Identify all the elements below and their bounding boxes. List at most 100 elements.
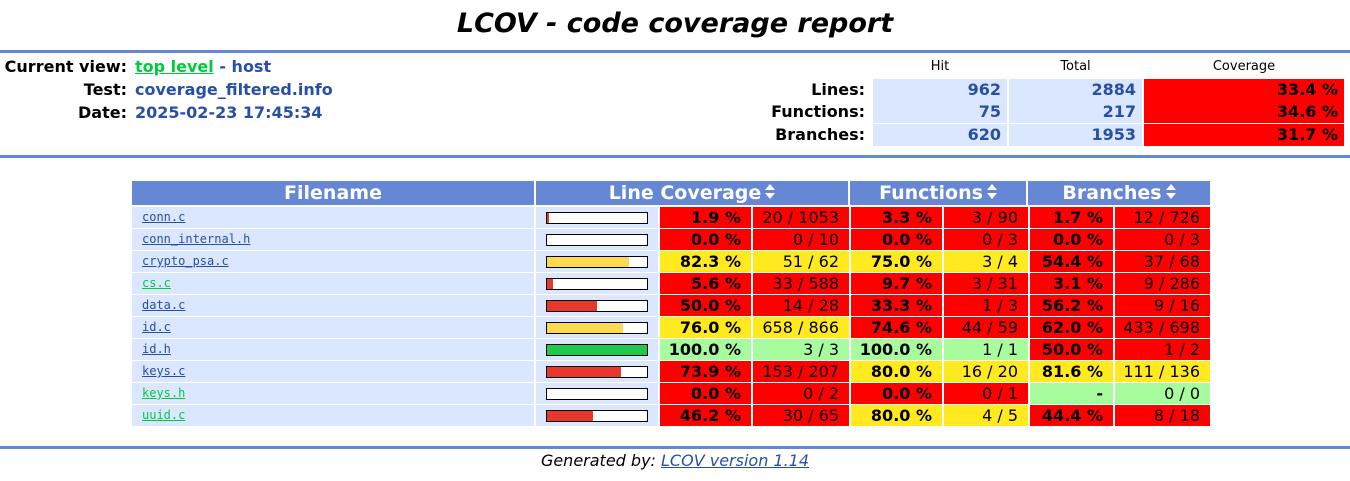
test-label: Test: bbox=[83, 80, 127, 99]
coverage-bar bbox=[546, 234, 648, 246]
coverage-bar-fill bbox=[547, 323, 623, 333]
sort-icon[interactable] bbox=[1165, 184, 1176, 200]
functions-header[interactable]: Functions bbox=[850, 181, 1026, 205]
table-row: id.c 76.0 % 658 / 866 74.6 % 44 / 59 62.0 % 43… bbox=[132, 317, 1210, 338]
coverage-bar-fill bbox=[547, 411, 593, 421]
file-link[interactable]: id.h bbox=[142, 342, 171, 356]
file-cell: crypto_psa.c bbox=[132, 251, 534, 272]
branches-count: 12 / 726 bbox=[1115, 207, 1210, 228]
file-cell: id.c bbox=[132, 317, 534, 338]
branches-percent: 3.1 % bbox=[1030, 273, 1113, 294]
functions-count: 1 / 1 bbox=[944, 339, 1028, 360]
page-title: LCOV - code coverage report bbox=[456, 8, 894, 39]
top-level-link[interactable]: top level bbox=[135, 57, 214, 76]
coverage-bar-fill bbox=[547, 279, 553, 289]
summary-total: 2884 bbox=[1009, 79, 1142, 101]
summary-col-hit: Hit bbox=[930, 59, 950, 74]
line-coverage-count: 30 / 65 bbox=[753, 405, 849, 426]
branches-count: 0 / 3 bbox=[1115, 229, 1210, 250]
file-link[interactable]: uuid.c bbox=[142, 408, 186, 422]
file-link[interactable]: keys.h bbox=[142, 386, 186, 400]
footer-prefix: Generated by: bbox=[540, 451, 662, 470]
line-coverage-count: 14 / 28 bbox=[753, 295, 849, 316]
coverage-bar bbox=[546, 322, 648, 334]
file-link[interactable]: conn.c bbox=[142, 210, 186, 224]
coverage-bar-cell bbox=[536, 251, 658, 272]
line-coverage-header[interactable]: Line Coverage bbox=[536, 181, 848, 205]
summary-hit: 75 bbox=[873, 101, 1007, 123]
footer: Generated by: LCOV version 1.14 bbox=[0, 450, 1350, 472]
coverage-bar-cell bbox=[536, 229, 658, 250]
filename-header-label: Filename bbox=[284, 182, 382, 204]
sort-icon[interactable] bbox=[765, 184, 776, 200]
line-coverage-count: 3 / 3 bbox=[753, 339, 849, 360]
line-coverage-percent: 0.0 % bbox=[660, 383, 751, 404]
branches-percent: 56.2 % bbox=[1030, 295, 1113, 316]
table-row: crypto_psa.c 82.3 % 51 / 62 75.0 % 3 / 4 54.4… bbox=[132, 251, 1210, 272]
summary-label: Branches: bbox=[775, 125, 865, 144]
summary-coverage: 33.4 % bbox=[1144, 79, 1344, 101]
functions-percent: 80.0 % bbox=[851, 361, 942, 382]
file-link[interactable]: keys.c bbox=[142, 364, 186, 378]
line-coverage-count: 33 / 588 bbox=[753, 273, 849, 294]
filename-header: Filename bbox=[132, 181, 534, 205]
file-link[interactable]: conn_internal.h bbox=[142, 232, 251, 246]
summary-total: 1953 bbox=[1009, 124, 1142, 146]
summary-hit: 620 bbox=[873, 124, 1007, 146]
file-link[interactable]: crypto_psa.c bbox=[142, 254, 229, 268]
functions-percent: 74.6 % bbox=[851, 317, 942, 338]
branches-percent: - bbox=[1030, 383, 1113, 404]
branches-count: 433 / 698 bbox=[1115, 317, 1210, 338]
line-coverage-count: 0 / 10 bbox=[753, 229, 849, 250]
file-cell: conn_internal.h bbox=[132, 229, 534, 250]
coverage-bar bbox=[546, 366, 648, 378]
line-coverage-percent: 46.2 % bbox=[660, 405, 751, 426]
branches-count: 111 / 136 bbox=[1115, 361, 1210, 382]
coverage-bar bbox=[546, 388, 648, 400]
date-label: Date: bbox=[78, 103, 127, 122]
file-link[interactable]: cs.c bbox=[142, 276, 171, 290]
functions-percent: 0.0 % bbox=[851, 229, 942, 250]
line-coverage-percent: 0.0 % bbox=[660, 229, 751, 250]
sort-icon[interactable] bbox=[986, 184, 997, 200]
functions-count: 1 / 3 bbox=[944, 295, 1028, 316]
table-row: uuid.c 46.2 % 30 / 65 80.0 % 4 / 5 44.4 % 8 / … bbox=[132, 405, 1210, 426]
file-cell: uuid.c bbox=[132, 405, 534, 426]
summary-coverage: 34.6 % bbox=[1144, 101, 1344, 123]
test-value: coverage_filtered.info bbox=[135, 80, 333, 99]
branches-count: 8 / 18 bbox=[1115, 405, 1210, 426]
functions-count: 16 / 20 bbox=[944, 361, 1028, 382]
functions-count: 3 / 4 bbox=[944, 251, 1028, 272]
summary-col-coverage: Coverage bbox=[1212, 59, 1276, 74]
functions-percent: 33.3 % bbox=[851, 295, 942, 316]
current-view-sep: - bbox=[213, 57, 232, 76]
branches-header[interactable]: Branches bbox=[1028, 181, 1210, 205]
table-row: cs.c 5.6 % 33 / 588 9.7 % 3 / 31 3.1 % 9 / 286 bbox=[132, 273, 1210, 294]
table-row: keys.h 0.0 % 0 / 2 0.0 % 0 / 1-0 / 0 bbox=[132, 383, 1210, 404]
coverage-bar-fill bbox=[547, 301, 597, 311]
coverage-bar-cell bbox=[536, 339, 658, 360]
line-coverage-percent: 100.0 % bbox=[660, 339, 751, 360]
summary-hit: 962 bbox=[873, 79, 1007, 101]
branches-percent: 54.4 % bbox=[1030, 251, 1113, 272]
coverage-bar-fill bbox=[547, 367, 621, 377]
functions-percent: 3.3 % bbox=[851, 207, 942, 228]
functions-count: 4 / 5 bbox=[944, 405, 1028, 426]
coverage-bar-cell bbox=[536, 207, 658, 228]
current-view-label: Current view: bbox=[4, 57, 127, 76]
file-cell: keys.h bbox=[132, 383, 534, 404]
line-coverage-percent: 76.0 % bbox=[660, 317, 751, 338]
table-row: data.c 50.0 % 14 / 28 33.3 % 1 / 3 56.2 % 9 / … bbox=[132, 295, 1210, 316]
current-view: top level - host bbox=[135, 56, 271, 78]
line-coverage-count: 658 / 866 bbox=[753, 317, 849, 338]
lcov-version-link[interactable]: LCOV version 1.14 bbox=[661, 451, 810, 470]
line-coverage-percent: 1.9 % bbox=[660, 207, 751, 228]
coverage-bar bbox=[546, 212, 648, 224]
file-link[interactable]: data.c bbox=[142, 298, 186, 312]
branches-count: 9 / 286 bbox=[1115, 273, 1210, 294]
file-link[interactable]: id.c bbox=[142, 320, 171, 334]
file-cell: conn.c bbox=[132, 207, 534, 228]
coverage-bar bbox=[546, 410, 648, 422]
functions-count: 3 / 90 bbox=[944, 207, 1028, 228]
current-view-host: host bbox=[231, 57, 272, 76]
